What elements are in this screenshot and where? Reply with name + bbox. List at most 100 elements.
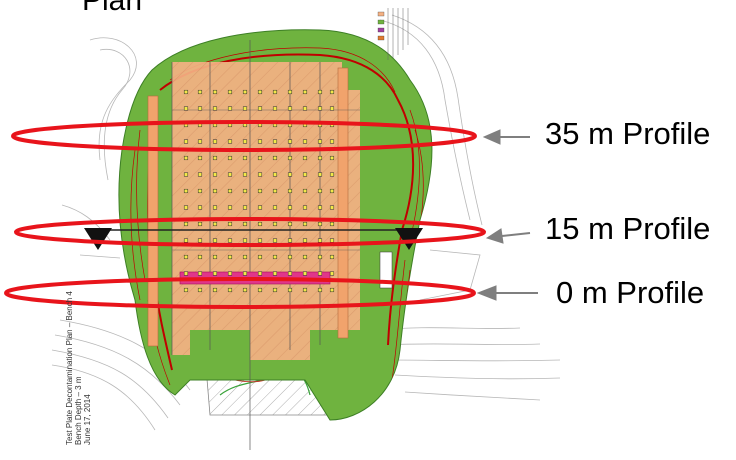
sample-points <box>183 89 335 293</box>
sample-point <box>287 106 293 111</box>
sample-point <box>317 139 323 144</box>
sample-point <box>212 238 218 243</box>
sample-point <box>227 106 233 111</box>
ellipse-15m <box>14 217 486 247</box>
sample-point <box>183 238 189 243</box>
profile-label-0m: 0 m Profile <box>556 275 705 310</box>
sample-point <box>212 287 218 293</box>
sample-point <box>242 221 248 227</box>
sample-point <box>317 188 323 194</box>
sample-point <box>242 254 248 260</box>
sample-point <box>197 155 203 161</box>
sample-point <box>302 205 308 210</box>
sample-point <box>302 238 308 243</box>
sample-point <box>329 254 335 260</box>
sample-point <box>329 271 335 276</box>
sample-point <box>302 254 308 260</box>
sample-point <box>227 89 233 95</box>
sample-point <box>227 271 233 276</box>
sample-point <box>212 188 218 194</box>
sample-point <box>212 106 218 111</box>
sample-point <box>257 271 263 276</box>
sample-point <box>272 221 278 227</box>
sample-point <box>183 106 189 111</box>
sample-point <box>257 205 263 210</box>
sample-point <box>212 155 218 161</box>
sample-point <box>242 205 248 210</box>
sample-point <box>272 172 278 177</box>
sample-point <box>257 89 263 95</box>
sample-point <box>242 89 248 95</box>
sample-point <box>317 254 323 260</box>
sample-point <box>197 287 203 293</box>
topo-contours <box>51 14 561 431</box>
sample-point <box>183 89 189 95</box>
sample-point <box>183 254 189 260</box>
sample-point <box>242 139 248 144</box>
sample-point <box>272 139 278 144</box>
plan-heading: Plan <box>82 0 143 17</box>
sample-point <box>183 271 189 276</box>
sample-point <box>197 188 203 194</box>
profile-label-35m: 35 m Profile <box>545 116 711 151</box>
sample-point <box>287 188 293 194</box>
sample-point <box>329 205 335 210</box>
sample-point <box>183 139 189 144</box>
sample-point <box>227 287 233 293</box>
plan-caption-date: June 17, 2014 <box>83 394 92 445</box>
sample-point <box>317 106 323 111</box>
sample-point <box>272 271 278 276</box>
sample-point <box>242 188 248 194</box>
sample-point <box>329 221 335 227</box>
sample-point <box>212 254 218 260</box>
sample-point <box>287 221 293 227</box>
sample-point <box>197 205 203 210</box>
profile-ellipses <box>4 120 486 309</box>
sample-point <box>227 172 233 177</box>
sample-point <box>227 238 233 243</box>
sample-point <box>227 155 233 161</box>
sample-point <box>287 89 293 95</box>
sample-point <box>329 172 335 177</box>
sample-point <box>302 271 308 276</box>
sample-point <box>197 106 203 111</box>
sample-point <box>287 139 293 144</box>
sample-point <box>227 188 233 194</box>
sample-point <box>287 155 293 161</box>
sample-point <box>302 188 308 194</box>
sample-point <box>317 89 323 95</box>
sample-point <box>242 271 248 276</box>
sample-point <box>287 238 293 243</box>
plan-caption-title: Test Plate Decontamination Plan – Bench … <box>65 291 74 445</box>
sample-point <box>302 172 308 177</box>
sample-point <box>287 271 293 276</box>
section-marker-icon <box>84 228 112 250</box>
section-line <box>84 228 423 250</box>
sample-point <box>257 254 263 260</box>
profile-arrows <box>476 129 538 301</box>
sample-point <box>302 139 308 144</box>
sample-point <box>329 106 335 111</box>
sample-point <box>212 89 218 95</box>
sample-point <box>317 205 323 210</box>
sample-point <box>257 221 263 227</box>
sample-point <box>257 188 263 194</box>
sample-point <box>242 238 248 243</box>
sample-point <box>287 254 293 260</box>
section-marker-icon <box>395 228 423 250</box>
arrow-left-icon <box>476 285 538 301</box>
sample-point <box>257 139 263 144</box>
sample-point <box>197 89 203 95</box>
sample-point <box>183 221 189 227</box>
sample-point <box>197 172 203 177</box>
sample-point <box>329 139 335 144</box>
sample-point <box>212 205 218 210</box>
sample-point <box>183 205 189 210</box>
sample-point <box>272 287 278 293</box>
sample-point <box>272 155 278 161</box>
sample-point <box>272 254 278 260</box>
sample-point <box>183 172 189 177</box>
sample-point <box>257 106 263 111</box>
